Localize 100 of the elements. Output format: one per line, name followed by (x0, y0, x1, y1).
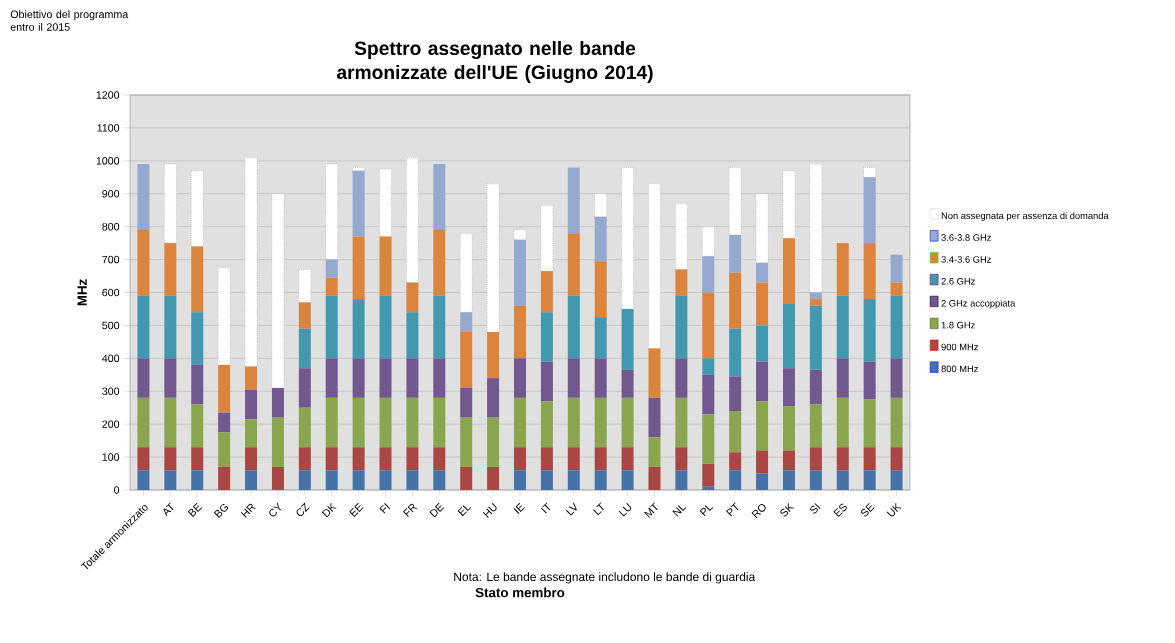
bar (298, 269, 312, 303)
legend-label: 900 MHz (941, 343, 978, 351)
bar (379, 358, 392, 398)
bar (890, 282, 903, 296)
bar (298, 302, 311, 329)
bar (729, 272, 742, 329)
text: Nota: Le bande assegnate includono le bande di guardia (454, 572, 756, 584)
x-tick-label: EE (349, 502, 364, 517)
bar (164, 447, 177, 471)
bar (540, 361, 553, 402)
bar (702, 486, 715, 490)
bar (702, 463, 715, 487)
bar (244, 157, 258, 367)
bar (782, 368, 795, 407)
bar (836, 295, 849, 359)
bar (729, 411, 742, 453)
bar (352, 470, 365, 490)
bar (567, 167, 580, 234)
bar (540, 312, 553, 362)
bar (621, 397, 634, 448)
bar (809, 305, 822, 370)
bar (487, 378, 500, 418)
bar (648, 348, 661, 398)
bar (863, 447, 876, 471)
bar (487, 417, 500, 467)
bar (836, 243, 849, 296)
bar (594, 193, 607, 218)
x-tick-label: BG (213, 504, 229, 518)
bar (756, 450, 769, 474)
x-tick-label: NL (672, 505, 687, 517)
bar (406, 397, 419, 448)
bar (863, 399, 876, 448)
bar (729, 328, 742, 377)
bar (863, 361, 876, 400)
bar (890, 447, 903, 471)
bar (486, 183, 500, 333)
bar (298, 447, 311, 471)
bar (164, 295, 177, 359)
bar (406, 157, 419, 283)
bar (271, 417, 284, 467)
bar (406, 282, 419, 313)
bar (460, 417, 473, 467)
bar (137, 470, 150, 490)
x-tick-label: SI (810, 503, 821, 514)
bar (890, 470, 903, 490)
bar (702, 414, 715, 464)
bar (648, 466, 661, 490)
bar (514, 397, 526, 448)
y-tick-label: 100 (102, 453, 120, 461)
bar (594, 470, 607, 490)
bar (190, 170, 204, 247)
bar (809, 404, 822, 448)
bar (137, 447, 150, 471)
bar (782, 450, 795, 471)
bar (675, 269, 688, 296)
bar (890, 295, 903, 359)
bar (460, 332, 473, 388)
x-tick-label: IT (540, 502, 551, 514)
legend-label: Non assegnata per assenza di domanda (941, 212, 1109, 221)
bar (890, 358, 903, 398)
bar (137, 164, 150, 230)
bar (191, 312, 204, 365)
bar (675, 447, 688, 471)
bar (406, 358, 419, 398)
bar (540, 205, 554, 272)
bar (217, 267, 231, 366)
bar (352, 236, 365, 300)
bar (164, 358, 177, 398)
bar (245, 389, 258, 420)
bar (352, 397, 365, 448)
bar (459, 232, 473, 313)
bar (729, 376, 742, 411)
bar (164, 243, 177, 296)
bar (540, 447, 553, 471)
bar (567, 447, 580, 471)
bar (191, 447, 204, 471)
x-tick-label: BE (187, 502, 203, 517)
bar (460, 466, 473, 490)
bar (782, 470, 795, 490)
bar (809, 369, 822, 405)
bar (487, 466, 500, 490)
bar (460, 312, 473, 332)
bar (594, 261, 607, 318)
bar (567, 233, 580, 296)
bar (325, 447, 338, 471)
bar (782, 238, 795, 305)
bar (514, 447, 526, 471)
y-tick-label: 600 (102, 288, 120, 297)
x-axis-title: Stato membro (475, 587, 565, 598)
bar (702, 374, 715, 415)
bar (514, 305, 526, 359)
bar (325, 163, 338, 260)
bar (594, 447, 607, 471)
bar (352, 299, 365, 359)
bar (379, 397, 392, 448)
bar (809, 447, 822, 471)
bar (514, 239, 526, 306)
bar (836, 358, 849, 398)
bar (540, 401, 553, 448)
x-tick-label: LU (618, 502, 632, 517)
